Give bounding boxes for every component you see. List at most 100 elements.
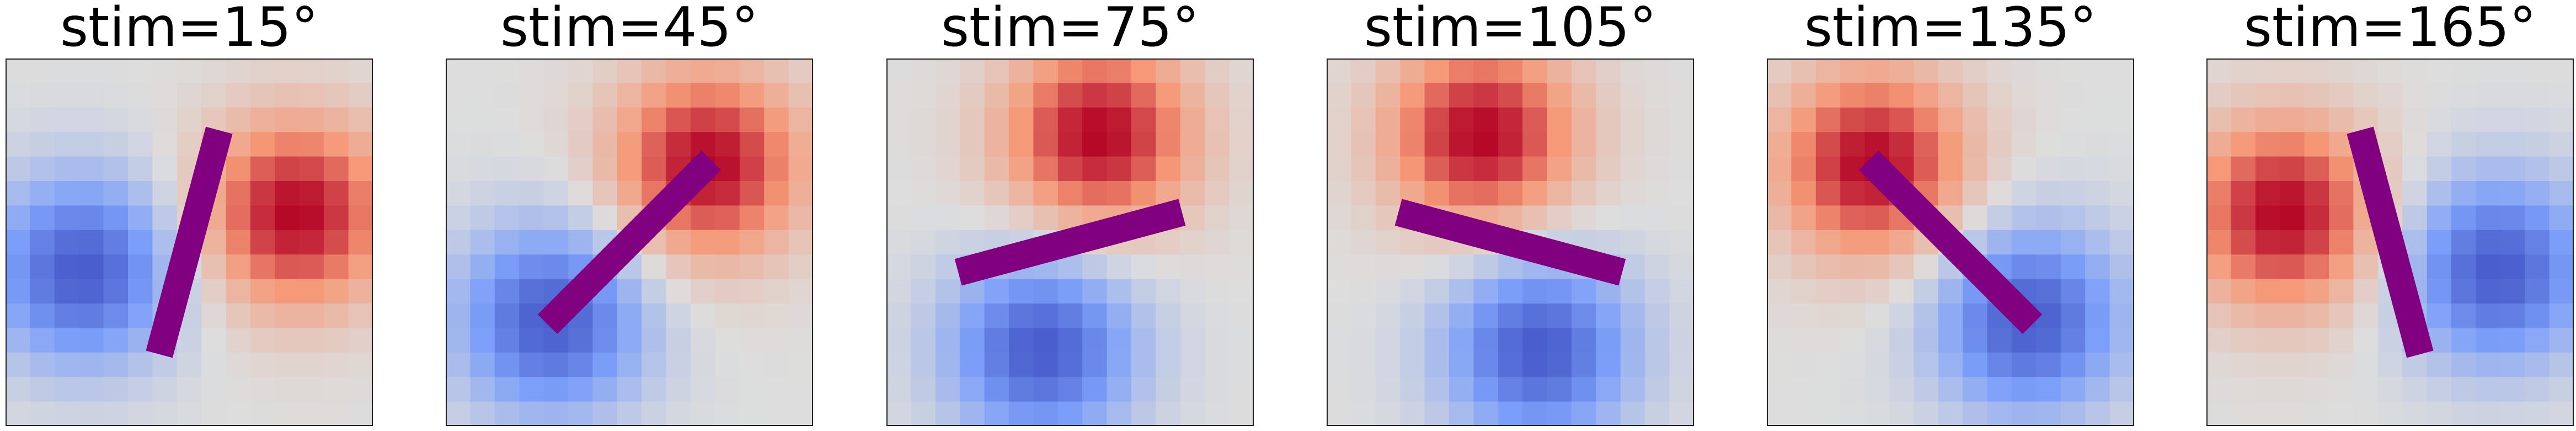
heatmap-cell bbox=[788, 230, 813, 255]
heatmap-cell bbox=[1082, 328, 1108, 353]
heatmap-cell bbox=[1889, 328, 1914, 353]
heatmap-cell bbox=[739, 230, 765, 255]
plot-frame bbox=[2206, 58, 2574, 426]
heatmap-cell bbox=[1572, 107, 1596, 132]
heatmap-cell bbox=[2402, 58, 2428, 83]
heatmap-cell bbox=[617, 401, 642, 426]
heatmap-cell bbox=[1840, 205, 1866, 231]
heatmap-cell bbox=[1572, 181, 1596, 206]
heatmap-cell bbox=[494, 58, 520, 83]
heatmap-cell bbox=[764, 304, 789, 328]
heatmap-cell bbox=[470, 83, 495, 108]
heatmap-cell bbox=[1987, 401, 2012, 426]
heatmap-cell bbox=[1229, 304, 1254, 328]
heatmap-cell bbox=[2451, 328, 2476, 353]
heatmap-cell bbox=[1375, 83, 1401, 108]
heatmap-cell bbox=[2060, 107, 2086, 132]
heatmap-cell bbox=[103, 205, 129, 231]
heatmap-cell bbox=[1815, 279, 1841, 304]
heatmap-cell bbox=[2109, 328, 2134, 353]
heatmap-cell bbox=[911, 205, 936, 231]
heatmap-cell bbox=[886, 107, 911, 132]
heatmap-cell bbox=[1498, 58, 1523, 83]
heatmap-cell bbox=[54, 181, 79, 206]
heatmap-cell bbox=[1131, 107, 1156, 132]
heatmap-cell bbox=[275, 156, 300, 182]
plot-frame bbox=[446, 58, 813, 426]
heatmap-plot bbox=[6, 58, 373, 426]
heatmap-cell bbox=[2304, 401, 2329, 426]
heatmap-cell bbox=[2427, 401, 2452, 426]
heatmap-cell bbox=[2012, 83, 2037, 108]
heatmap-cell bbox=[1057, 304, 1083, 328]
heatmap-cell bbox=[2206, 181, 2231, 206]
heatmap-cell bbox=[275, 132, 300, 157]
heatmap-cell bbox=[617, 377, 642, 402]
heatmap-cell bbox=[935, 328, 960, 353]
heatmap-plot bbox=[1327, 58, 1694, 426]
heatmap-cell bbox=[1522, 107, 1548, 132]
heatmap-cell bbox=[30, 107, 55, 132]
heatmap-cells bbox=[2206, 58, 2574, 426]
heatmap-cell bbox=[1987, 328, 2012, 353]
heatmap-cell bbox=[470, 181, 495, 206]
heatmap-cell bbox=[617, 181, 642, 206]
heatmap-cell bbox=[226, 279, 251, 304]
heatmap-cell bbox=[886, 279, 911, 304]
heatmap-cell bbox=[2451, 58, 2476, 83]
heatmap-cell bbox=[1033, 304, 1059, 328]
heatmap-cell bbox=[1400, 230, 1425, 255]
heatmap-cell bbox=[446, 83, 471, 108]
heatmap-cell bbox=[642, 58, 667, 83]
heatmap-cell bbox=[1131, 58, 1156, 83]
heatmap-cell bbox=[1522, 328, 1548, 353]
heatmap-cell bbox=[2329, 230, 2354, 255]
heatmap-cell bbox=[2109, 352, 2134, 377]
heatmap-cell bbox=[764, 328, 789, 353]
heatmap-cell bbox=[2012, 205, 2037, 231]
heatmap-cell bbox=[2451, 181, 2476, 206]
heatmap-cell bbox=[1914, 279, 1939, 304]
heatmap-cell bbox=[1522, 83, 1548, 108]
heatmap-cell bbox=[935, 132, 960, 157]
heatmap-cell bbox=[1572, 352, 1596, 377]
heatmap-cell bbox=[1033, 156, 1059, 182]
stimulus-bar bbox=[537, 150, 722, 334]
heatmap-cell bbox=[2085, 401, 2110, 426]
heatmap-cell bbox=[2280, 328, 2305, 353]
heatmap-cell bbox=[2427, 107, 2452, 132]
stimulus-bar bbox=[146, 126, 233, 358]
heatmap-cell bbox=[788, 279, 813, 304]
heatmap-cell bbox=[543, 58, 569, 83]
heatmap-svg bbox=[886, 58, 1254, 426]
heatmap-cell bbox=[739, 132, 765, 157]
heatmap-cell bbox=[984, 304, 1009, 328]
heatmap-cell bbox=[1205, 328, 1230, 353]
heatmap-cell bbox=[2525, 132, 2550, 157]
heatmap-cell bbox=[642, 254, 667, 280]
heatmap-cell bbox=[1840, 181, 1866, 206]
heatmap-cell bbox=[6, 401, 30, 426]
heatmap-cell bbox=[1767, 304, 1792, 328]
heatmap-cell bbox=[30, 132, 55, 157]
heatmap-plot bbox=[2206, 58, 2574, 426]
heatmap-cell bbox=[935, 401, 960, 426]
heatmap-cell bbox=[446, 205, 471, 231]
heatmap-cell bbox=[226, 83, 251, 108]
heatmap-cell bbox=[666, 230, 691, 255]
heatmap-cell bbox=[788, 58, 813, 83]
heatmap-cell bbox=[2060, 254, 2086, 280]
heatmap-cell bbox=[1107, 58, 1132, 83]
heatmap-cell bbox=[1473, 58, 1499, 83]
heatmap-cell bbox=[30, 83, 55, 108]
heatmap-cell bbox=[494, 181, 520, 206]
heatmap-cell bbox=[2500, 328, 2525, 353]
heatmap-cell bbox=[250, 328, 275, 353]
heatmap-cell bbox=[1596, 132, 1621, 157]
heatmap-cell bbox=[1963, 83, 1988, 108]
heatmap-cell bbox=[739, 83, 765, 108]
heatmap-cell bbox=[2206, 401, 2231, 426]
heatmap-cell bbox=[103, 230, 129, 255]
heatmap-cell bbox=[2206, 352, 2231, 377]
heatmap-cell bbox=[2427, 181, 2452, 206]
